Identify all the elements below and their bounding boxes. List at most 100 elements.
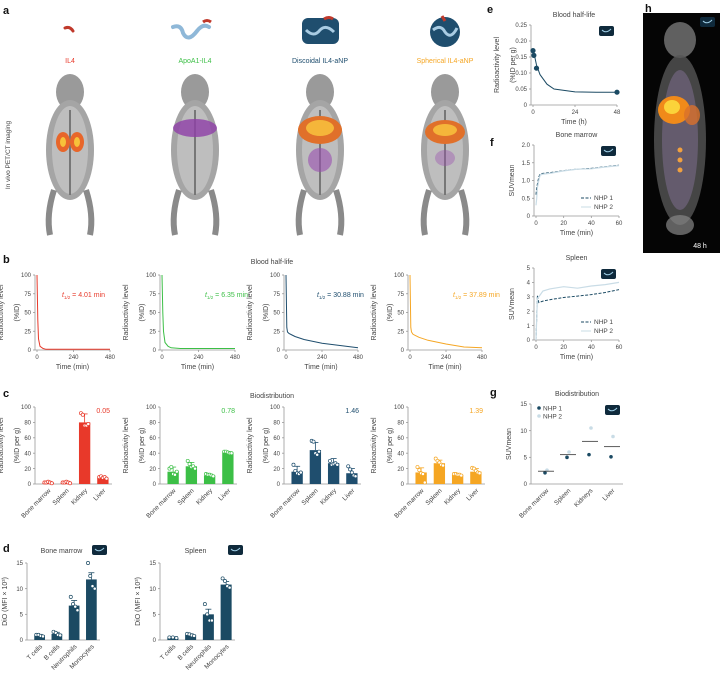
y-axis-label: Radioactivity level: [123, 284, 130, 340]
annotation-value: = 6.35 min: [213, 292, 248, 299]
x-tick-label: 240: [193, 355, 204, 361]
x-tick-label: 48: [614, 110, 621, 116]
category-label: Bone marrow: [145, 487, 177, 519]
chart-panel-c: 0 20 40 60 80 100 Radioactivity level (%ID per …: [0, 405, 112, 520]
y-tick-label: 80: [149, 421, 156, 427]
agent-icon: [63, 25, 75, 33]
annotation-value: = 37.89 min: [461, 292, 500, 299]
replicate-point: [174, 469, 179, 474]
agent-icon: [430, 15, 460, 47]
data-point: [587, 452, 591, 457]
y-tick-label: 100: [21, 405, 32, 411]
y-axis-label: (%ID): [14, 304, 21, 322]
chart-title: Spleen: [185, 548, 207, 555]
x-tick-label: 0: [284, 355, 288, 361]
panel-label: h: [645, 3, 652, 15]
replicate-point: [415, 465, 420, 470]
panel-label: c: [3, 388, 9, 400]
replicate-point: [209, 618, 214, 623]
y-tick-label: 0: [527, 338, 531, 344]
category-label: Bone marrow: [518, 487, 550, 519]
half-life-annotation: t1/2 = 6.35 min: [205, 292, 248, 300]
y-tick-label: 20: [24, 467, 31, 473]
y-tick-label: 50: [24, 311, 31, 317]
data-point: [614, 89, 620, 95]
x-axis-label: Time (min): [560, 230, 593, 237]
bar: [167, 471, 179, 484]
y-axis-label: SUVmean: [509, 164, 516, 196]
replicate-point: [86, 561, 90, 565]
y-tick-label: 5: [524, 456, 528, 462]
pet-ct-mouse-image: [295, 74, 345, 236]
data-point: [589, 426, 593, 430]
data-point: [609, 455, 613, 459]
nhp-icon: [599, 26, 614, 36]
y-axis-label: (%ID per g): [510, 47, 517, 83]
panel-label: d: [3, 543, 10, 555]
y-tick-label: 0: [153, 638, 157, 644]
x-tick-label: 480: [477, 355, 488, 361]
legend-label: NHP 1: [594, 319, 613, 326]
annotation-sub: 1/2: [455, 295, 462, 300]
panel-c-title: Biodistribution: [250, 393, 294, 400]
category-label: Kidney: [443, 487, 463, 507]
replicate-point: [174, 635, 179, 640]
chart-panel-c: 0 20 40 60 80 100 Radioactivity level (%ID per …: [247, 405, 361, 520]
replicate-point: [75, 608, 80, 613]
series-line: [285, 274, 359, 349]
data-point: [565, 455, 569, 460]
category-label: Kidney: [319, 487, 339, 507]
replicate-point: [348, 467, 352, 472]
y-axis-label: DiO (MFI × 10³): [2, 577, 9, 626]
y-tick-label: 10: [16, 587, 23, 593]
replicate-point: [58, 633, 63, 638]
replicate-point: [291, 462, 296, 467]
annotation-t: t: [453, 292, 456, 299]
replicate-point: [71, 602, 75, 607]
y-tick-label: 15: [520, 402, 527, 408]
legend-swatch: [537, 414, 541, 418]
nhp-icon: [601, 146, 616, 156]
half-life-annotation: t1/2 = 30.88 min: [317, 292, 364, 300]
y-axis-label: Radioactivity level: [371, 417, 378, 473]
y-tick-label: 5: [153, 613, 157, 619]
y-tick-label: 100: [394, 405, 405, 411]
side-label: In vivo PET/CT imaging: [5, 121, 12, 190]
half-life-annotation: t1/2 = 4.01 min: [62, 292, 105, 300]
y-tick-label: 80: [24, 421, 31, 427]
y-tick-label: 100: [270, 273, 281, 279]
y-axis-label: Radioactivity level: [247, 417, 254, 473]
y-tick-label: 50: [273, 311, 280, 317]
chart-panel-b: 0 25 50 75 100 0 240 480 Time (min) Radioactivity…: [371, 273, 500, 371]
pet-ct-mouse-image: [45, 74, 95, 236]
legend-label: NHP 2: [594, 328, 613, 335]
x-tick-label: 0: [534, 221, 538, 227]
panel-b-title: Blood half-life: [251, 259, 294, 266]
bar: [68, 605, 80, 640]
series-line: [161, 274, 235, 349]
annotation-sub: 1/2: [207, 295, 214, 300]
chart-title: Biodistribution: [555, 391, 599, 398]
pet-ct-mouse-image: [420, 74, 470, 236]
y-tick-label: 100: [146, 273, 157, 279]
x-tick-label: 0: [531, 110, 535, 116]
replicate-point: [227, 585, 232, 590]
ratio-annotation: 1.46: [345, 408, 359, 415]
y-axis-label: SUVmean: [509, 288, 516, 320]
y-tick-label: 0.15: [515, 55, 527, 61]
annotation-value: = 4.01 min: [70, 292, 105, 299]
chart-panel-g: 0 5 10 15 SUVmean Biodistribution Bone marrow S…: [506, 391, 623, 520]
panel-label: f: [490, 137, 494, 149]
y-axis-label: (%ID per g): [14, 428, 21, 464]
replicate-point: [68, 481, 72, 486]
x-tick-label: 0: [35, 355, 39, 361]
y-tick-label: 0: [277, 482, 281, 488]
y-tick-label: 50: [397, 311, 404, 317]
x-axis-label: Time (min): [181, 364, 214, 371]
y-tick-label: 2: [527, 309, 531, 315]
bar: [203, 475, 216, 484]
panel-label: g: [490, 387, 497, 399]
chart-panel-e: 0 0.05 0.10 0.15 0.20 0.25 0 24 48 Time (h) Radioa…: [494, 12, 621, 126]
y-tick-label: 40: [24, 451, 31, 457]
